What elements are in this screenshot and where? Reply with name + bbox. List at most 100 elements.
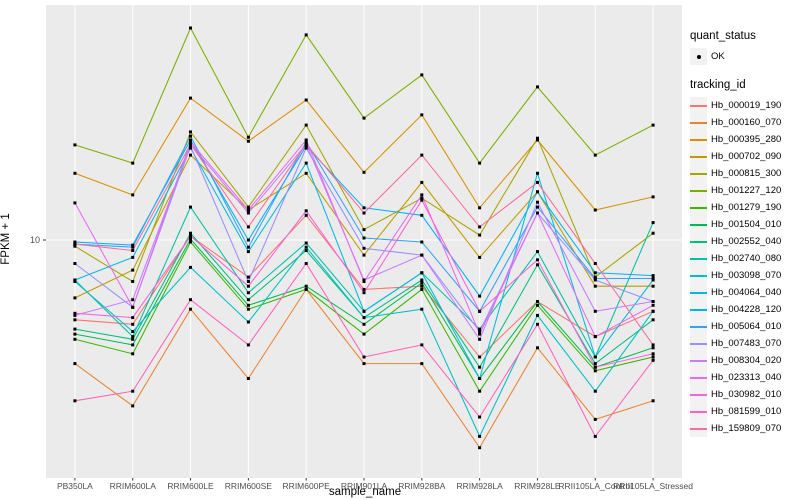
legend-item: Hb_002740_080	[690, 250, 800, 267]
legend-key	[690, 114, 707, 131]
legend-item-label: Hb_008304_020	[711, 355, 782, 366]
data-point	[246, 135, 250, 139]
data-point	[651, 346, 655, 350]
data-point	[189, 134, 192, 138]
data-point	[246, 320, 250, 324]
data-point	[246, 225, 250, 229]
legend-key	[690, 182, 707, 199]
legend-item: Hb_007483_070	[690, 335, 800, 352]
data-point	[73, 262, 77, 265]
data-point	[536, 250, 539, 254]
legend-key	[690, 97, 707, 114]
series-color-line-icon	[690, 189, 707, 192]
x-tick-label: RRIM600SE	[225, 481, 273, 491]
legend-item-label: Hb_159809_070	[711, 423, 782, 434]
data-point	[304, 249, 308, 252]
data-point	[478, 415, 482, 419]
series-color-line-icon	[690, 427, 707, 430]
legend-item-label: Hb_001504_010	[711, 219, 782, 230]
data-point	[73, 327, 77, 331]
data-point	[536, 322, 539, 326]
legend-key	[690, 386, 707, 403]
data-point	[420, 198, 424, 202]
series-color-line-icon	[690, 410, 707, 413]
data-point	[593, 369, 597, 373]
data-point	[362, 291, 366, 295]
legend-item-label: Hb_002552_040	[711, 236, 782, 247]
data-point	[420, 240, 424, 244]
legend-item: Hb_081599_010	[690, 403, 800, 420]
data-point	[246, 250, 250, 254]
legend-key	[690, 403, 707, 420]
data-point	[362, 332, 366, 336]
data-point	[536, 171, 539, 175]
data-point	[593, 284, 597, 288]
legend-item-label: Hb_000395_280	[711, 134, 782, 145]
data-point	[651, 195, 655, 199]
data-point	[131, 404, 135, 408]
legend-item: Hb_030982_010	[690, 386, 800, 403]
legend-item: Hb_003098_070	[690, 267, 800, 284]
data-point	[189, 234, 192, 238]
data-point	[593, 262, 597, 265]
data-point	[536, 180, 539, 184]
data-point	[478, 434, 482, 438]
data-point	[246, 211, 250, 215]
data-point	[189, 144, 192, 148]
data-point	[536, 205, 539, 209]
legend-item-list: Hb_000019_190 Hb_000160_070 Hb_000395_280 H…	[690, 97, 800, 437]
data-point	[189, 130, 192, 134]
data-point	[362, 206, 366, 210]
series-color-line-icon	[690, 325, 707, 328]
x-tick-label: RRIM901LA	[341, 481, 388, 491]
data-point	[304, 138, 308, 142]
data-point	[651, 352, 655, 356]
series-color-line-icon	[690, 359, 707, 362]
data-point	[73, 337, 77, 341]
data-point	[420, 193, 424, 197]
data-point	[478, 225, 482, 229]
data-point	[420, 284, 424, 288]
data-point	[651, 309, 655, 313]
data-point	[478, 309, 482, 313]
data-point	[420, 196, 424, 200]
data-point	[304, 161, 308, 165]
data-point	[593, 434, 597, 438]
series-color-line-icon	[690, 274, 707, 277]
legend-item-label: Hb_030982_010	[711, 389, 782, 400]
data-point	[304, 262, 308, 265]
data-point	[362, 355, 366, 359]
legend-item-label: Hb_023313_040	[711, 372, 782, 383]
legend-item: Hb_001227_120	[690, 182, 800, 199]
data-point	[651, 231, 655, 235]
legend-item-label: Hb_000019_190	[711, 100, 782, 111]
data-point	[478, 255, 482, 259]
legend-item-label: Hb_000815_300	[711, 168, 782, 179]
data-point	[131, 337, 135, 341]
series-color-line-icon	[690, 308, 707, 311]
data-point	[536, 303, 539, 307]
data-point	[536, 138, 539, 142]
legend-key	[690, 420, 707, 437]
data-point	[536, 200, 539, 204]
legend-key	[690, 284, 707, 301]
data-point	[478, 294, 482, 298]
data-point	[73, 143, 77, 147]
series-color-line-icon	[690, 138, 707, 141]
data-point	[131, 193, 135, 197]
data-point	[304, 284, 308, 288]
y-tick-label: 10	[30, 235, 40, 245]
x-tick-label: RRIM600LE	[167, 481, 214, 491]
legend-item-label: Hb_081599_010	[711, 406, 782, 417]
legend-item: Hb_000702_090	[690, 148, 800, 165]
data-point	[131, 335, 135, 339]
data-point	[304, 245, 308, 249]
data-point	[189, 240, 192, 244]
data-point	[536, 258, 539, 262]
data-point	[189, 307, 192, 311]
legend-item: Hb_004228_120	[690, 301, 800, 318]
series-color-line-icon	[690, 257, 707, 260]
legend-key	[690, 216, 707, 233]
data-point	[246, 275, 250, 279]
data-point	[651, 284, 655, 288]
